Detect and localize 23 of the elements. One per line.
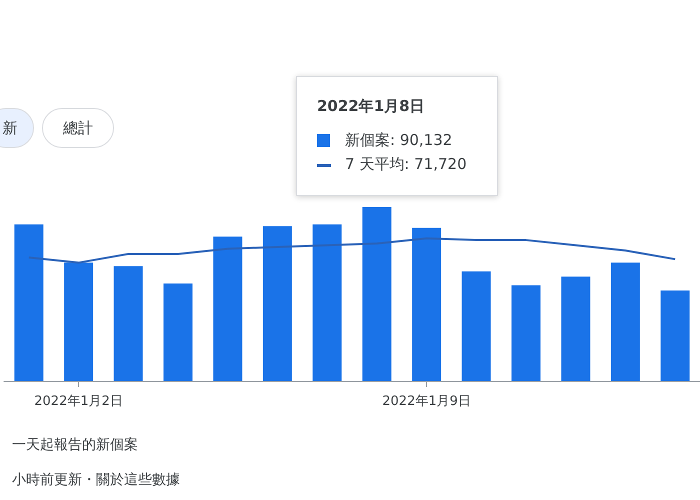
text: 2022年1月8日: [317, 97, 425, 116]
bar: [462, 271, 491, 381]
bar: [362, 207, 392, 381]
text: 新: [0, 108, 34, 148]
bar: [610, 262, 640, 381]
bar: [412, 228, 442, 381]
x-tick-label: 2022年1月2日: [34, 394, 123, 409]
bar: [64, 262, 94, 381]
bar: [660, 290, 690, 381]
bar: [14, 224, 44, 381]
bar: [512, 285, 540, 381]
text: 7 天平均: 71,720: [345, 155, 467, 174]
bar: [561, 276, 590, 381]
bar: [213, 236, 242, 381]
text: 小時前更新・關於這些數據: [12, 472, 180, 488]
bar: [164, 284, 192, 381]
bar: [312, 224, 342, 381]
text: 新個案: 90,132: [345, 131, 452, 150]
bar: [114, 266, 143, 381]
bar: [262, 226, 292, 381]
x-tick-label: 2022年1月9日: [382, 394, 471, 409]
text: 總計: [42, 108, 114, 148]
text: 一天起報告的新個案: [12, 436, 138, 453]
